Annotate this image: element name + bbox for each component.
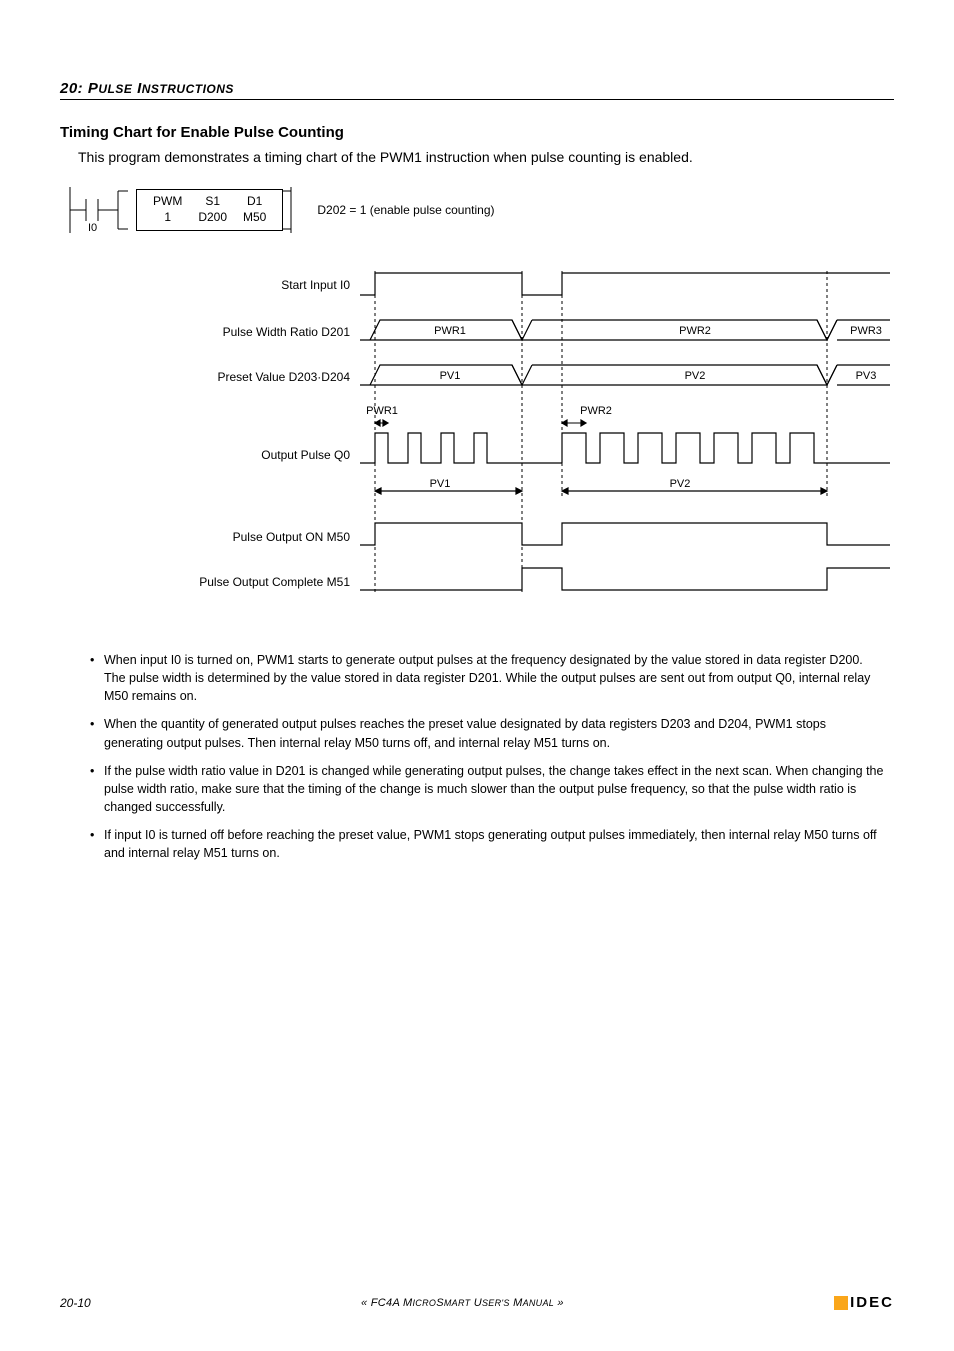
manual-title: « FC4A MICROSMART USER'S MANUAL »	[361, 1297, 564, 1309]
list-item: When the quantity of generated output pu…	[90, 715, 884, 751]
ladder-c3a: D1	[243, 194, 266, 210]
ladder-c3b: M50	[243, 210, 266, 226]
timing-chart: Start Input I0 Pulse Width Ratio D201 Pr…	[70, 263, 890, 623]
ladder-note: D202 = 1 (enable pulse counting)	[317, 203, 494, 217]
ladder-instruction-box: PWM 1 S1 D200 D1 M50	[136, 189, 283, 230]
ladder-c1a: PWM	[153, 194, 182, 210]
list-item: When input I0 is turned on, PWM1 starts …	[90, 651, 884, 705]
ladder-input-label: I0	[88, 222, 97, 233]
ladder-c1b: 1	[153, 210, 182, 226]
chapter-word1-rest: ULSE	[98, 82, 132, 96]
ladder-c2b: D200	[198, 210, 227, 226]
ladder-rail-end-icon	[283, 187, 297, 233]
ladder-rail-icon: I0	[66, 187, 136, 233]
intro-text: This program demonstrates a timing chart…	[78, 149, 894, 165]
logo-square-icon	[834, 1296, 848, 1310]
ladder-c2a: S1	[198, 194, 227, 210]
list-item: If the pulse width ratio value in D201 i…	[90, 762, 884, 816]
idec-logo: IDEC	[834, 1294, 894, 1311]
section-title: Timing Chart for Enable Pulse Counting	[60, 124, 894, 141]
chapter-word1-cap: P	[88, 80, 99, 97]
chapter-word2-rest: NSTRUCTIONS	[142, 82, 234, 96]
notes-list: When input I0 is turned on, PWM1 starts …	[90, 651, 884, 862]
timing-chart-svg	[70, 263, 890, 603]
chapter-number: 20:	[60, 80, 83, 97]
page-number: 20-10	[60, 1296, 91, 1310]
ladder-diagram: I0 PWM 1 S1 D200 D1 M50 D202 = 1 (enable…	[66, 187, 894, 233]
list-item: If input I0 is turned off before reachin…	[90, 826, 884, 862]
chapter-header: 20: PULSE INSTRUCTIONS	[60, 80, 894, 100]
page-footer: 20-10 « FC4A MICROSMART USER'S MANUAL » …	[60, 1294, 894, 1311]
logo-text: IDEC	[850, 1294, 894, 1311]
